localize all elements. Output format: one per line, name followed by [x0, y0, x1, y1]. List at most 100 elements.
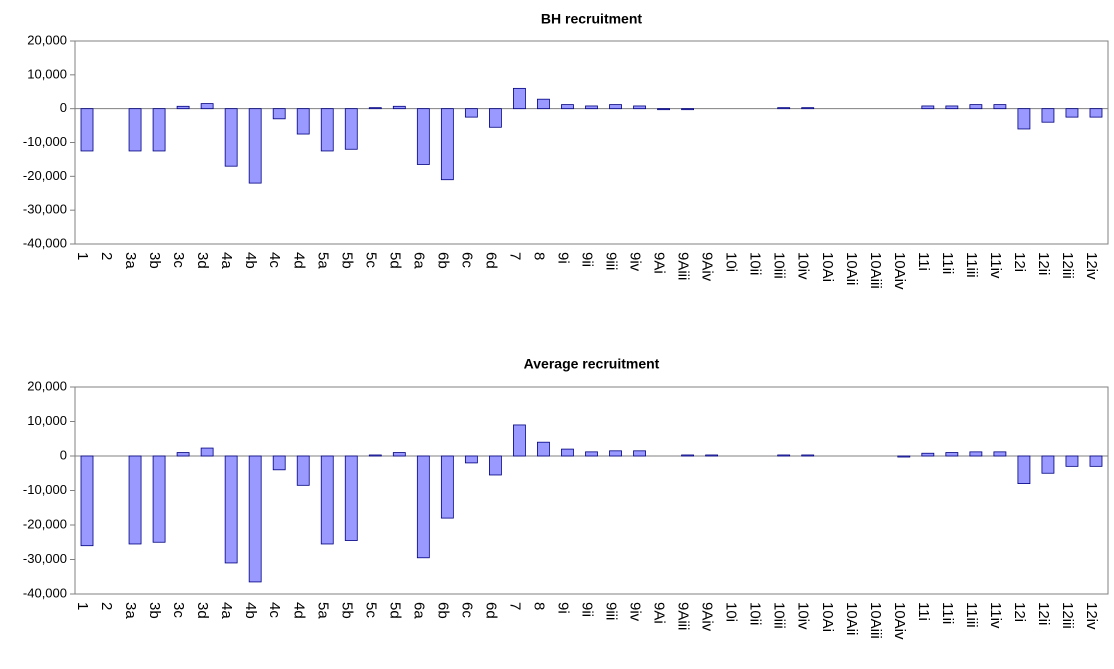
x-tick-label: 10iii [771, 602, 788, 629]
x-tick-label: 9iv [627, 602, 644, 622]
x-tick-label: 5b [338, 602, 355, 619]
x-tick-label: 10ii [747, 252, 764, 275]
x-tick-label: 12iii [1059, 252, 1076, 279]
bar [681, 454, 694, 457]
bar [1089, 455, 1103, 467]
x-tick-label: 9iii [603, 602, 620, 620]
bar [392, 105, 406, 110]
bar [633, 450, 646, 457]
x-tick-label: 12iv [1083, 252, 1100, 280]
bar [440, 455, 454, 519]
x-tick-label: 5d [386, 602, 403, 619]
x-tick-label: 10i [723, 602, 740, 622]
x-tick-label: 10Aiii [867, 252, 884, 289]
x-tick-label: 9i [555, 602, 572, 614]
x-tick-label: 9i [555, 252, 572, 264]
x-tick-label: 9iii [603, 252, 620, 270]
bar [801, 454, 815, 457]
x-tick-label: 5d [386, 252, 403, 269]
bar [561, 448, 574, 457]
x-tick-label: 2 [98, 252, 115, 260]
x-tick-label: 11ii [939, 252, 956, 274]
bar [128, 455, 142, 545]
x-tick-label: 1 [74, 252, 91, 260]
x-tick-label: 10iii [771, 252, 788, 279]
x-tick-label: 8 [530, 252, 547, 260]
bar [248, 455, 262, 583]
bar [176, 105, 190, 110]
x-tick-label: 5a [314, 252, 331, 269]
bar [777, 107, 791, 110]
x-tick-label: 4a [218, 252, 235, 269]
bar [489, 455, 502, 476]
x-tick-label: 10iv [795, 602, 812, 630]
chart-title: BH recruitment [541, 11, 642, 27]
x-tick-label: 4c [266, 602, 283, 618]
x-tick-label: 10Ai [819, 252, 836, 282]
x-tick-label: 11iii [963, 602, 980, 628]
bar [993, 104, 1007, 110]
bar [80, 108, 94, 152]
x-tick-label: 1 [74, 602, 91, 610]
x-tick-label: 3b [146, 252, 163, 269]
bar [777, 454, 791, 457]
x-tick-label: 9Ai [651, 602, 668, 624]
x-tick-label: 4c [266, 252, 283, 268]
bar [897, 455, 911, 458]
x-tick-label: 9iv [627, 252, 644, 272]
bar [681, 108, 694, 111]
bar [344, 108, 358, 150]
bar [537, 98, 550, 110]
x-tick-label: 7 [506, 602, 523, 610]
bar [272, 108, 286, 120]
bar [464, 108, 478, 118]
x-tick-label: 12i [1011, 252, 1028, 272]
bar [1017, 108, 1031, 130]
x-tick-label: 2 [98, 602, 115, 610]
x-tick-label: 8 [530, 602, 547, 610]
bar [176, 452, 190, 457]
x-tick-label: 6a [410, 602, 427, 619]
x-tick-label: 4b [242, 602, 259, 619]
x-tick-label: 3a [122, 252, 139, 269]
bar [416, 108, 430, 165]
x-tick-label: 5c [362, 602, 379, 618]
x-tick-label: 11iii [963, 252, 980, 278]
x-tick-label: 4d [290, 602, 307, 619]
x-tick-label: 6b [434, 602, 451, 619]
bar [1041, 108, 1055, 123]
x-tick-label: 6b [434, 252, 451, 269]
bar [513, 87, 526, 110]
bar [392, 452, 406, 457]
x-tick-label: 6d [482, 602, 499, 619]
chart-title: Average recruitment [524, 356, 660, 372]
bar [513, 424, 526, 457]
x-tick-label: 11iv [987, 252, 1004, 279]
x-tick-label: 10ii [747, 602, 764, 625]
x-tick-label: 5b [338, 252, 355, 269]
bar [464, 455, 478, 464]
bar [128, 108, 142, 152]
bar [705, 454, 719, 457]
bar [537, 441, 550, 457]
x-tick-label: 3d [194, 602, 211, 619]
x-tick-label: 6d [482, 252, 499, 269]
bar [368, 454, 382, 457]
bar [152, 455, 166, 543]
y-tick-label: -40,000 [23, 235, 67, 250]
x-tick-label: 3d [194, 252, 211, 269]
x-tick-label: 12ii [1035, 252, 1052, 275]
x-tick-label: 12iii [1059, 602, 1076, 629]
x-tick-label: 10Aiv [891, 252, 908, 290]
bar [224, 108, 238, 167]
bar [657, 108, 670, 111]
bar [969, 104, 983, 110]
bar [296, 455, 310, 486]
x-tick-label: 10i [723, 252, 740, 272]
bar [416, 455, 430, 559]
bar [344, 455, 358, 541]
x-tick-label: 9Aiv [699, 252, 716, 282]
bar [609, 450, 622, 457]
x-tick-label: 11iv [987, 602, 1004, 629]
y-tick-label: 20,000 [27, 378, 67, 393]
